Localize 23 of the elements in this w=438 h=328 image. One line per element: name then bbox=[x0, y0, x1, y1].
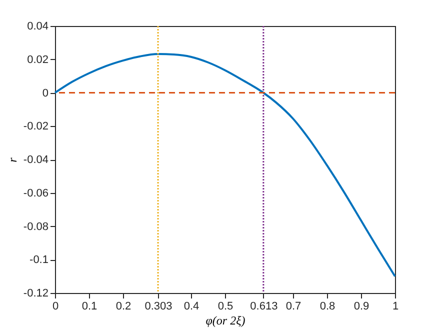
x-tick-label: 0.4 bbox=[184, 300, 200, 312]
x-tick-label: 0.303 bbox=[144, 300, 172, 312]
y-tick-label: -0.02 bbox=[23, 120, 48, 133]
y-axis-title: r bbox=[5, 157, 20, 162]
y-tick-label: -0.1 bbox=[30, 254, 48, 266]
y-tick-label: -0.06 bbox=[23, 187, 48, 200]
x-axis-title: φ(or 2ξ) bbox=[206, 314, 246, 328]
y-tick-label: 0.04 bbox=[27, 20, 48, 32]
x-tick-label: 0.1 bbox=[82, 300, 98, 312]
y-tick-label: 0 bbox=[42, 87, 48, 100]
y-tick-label: -0.08 bbox=[23, 220, 48, 233]
x-tick-label: 0.7 bbox=[286, 300, 302, 312]
x-tick-label: 0 bbox=[52, 300, 59, 312]
x-tick-label: 0.5 bbox=[218, 300, 234, 312]
x-tick-label: 0.9 bbox=[354, 300, 370, 312]
x-tick-label: 0.613 bbox=[250, 300, 278, 312]
x-tick-label: 1 bbox=[392, 300, 399, 312]
y-tick-label: -0.12 bbox=[23, 288, 48, 300]
y-tick-label: -0.04 bbox=[23, 154, 48, 166]
line-series bbox=[54, 53, 396, 278]
y-tick-label: 0.02 bbox=[27, 54, 48, 66]
x-tick-label: 0.8 bbox=[320, 300, 336, 312]
x-tick-label: 0.2 bbox=[116, 300, 132, 312]
